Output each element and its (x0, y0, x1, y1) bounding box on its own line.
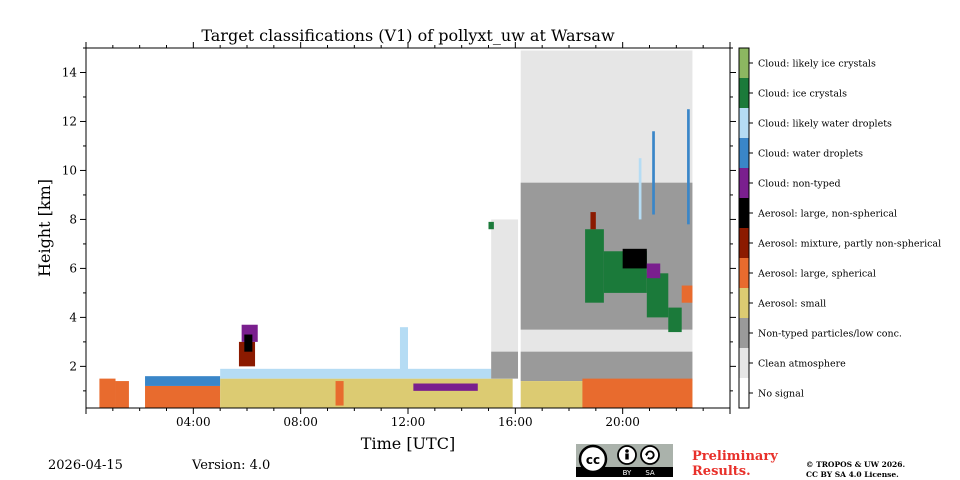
class-region-17 (520, 351, 693, 382)
x-tick-label-5: 20:00 (605, 415, 640, 429)
x-tick-label-1: 04:00 (176, 415, 211, 429)
y-tick-label-6: 12 (62, 114, 77, 128)
copyright-note: © TROPOS & UW 2026. CC BY SA 4.0 License… (806, 460, 905, 480)
class-region-3 (145, 385, 221, 408)
colorbar-label-2: Cloud: ice crystals (758, 89, 847, 100)
cc-by-label: BY (623, 469, 632, 477)
y-tick-label-1: 2 (69, 359, 77, 373)
class-region-15 (488, 221, 494, 230)
class-region-26 (590, 212, 596, 230)
class-region-28 (681, 285, 693, 303)
class-region-2 (115, 381, 129, 408)
colorbar-label-6: Aerosol: large, non-spherical (757, 209, 897, 220)
copyright-line-2: CC BY SA 4.0 License. (806, 470, 899, 479)
sa-icon (640, 445, 660, 465)
class-region-7 (335, 381, 344, 406)
colorbar-label-1: Cloud: likely ice crystals (758, 59, 876, 70)
copyright-line-1: © TROPOS & UW 2026. (806, 460, 906, 469)
colorbar-swatch-9 (739, 288, 749, 318)
colorbar-label-4: Cloud: water droplets (758, 149, 863, 160)
y-tick-label-3: 6 (69, 261, 77, 275)
cc-license-badge: cc BY SA (576, 444, 673, 477)
colorbar-swatch-5 (739, 168, 749, 198)
colorbar-legend: Cloud: likely ice crystals Cloud: ice cry… (738, 47, 941, 409)
colorbar-label-5: Cloud: non-typed (758, 179, 841, 190)
class-region-23 (646, 273, 669, 318)
colorbar-swatch-12 (739, 378, 749, 408)
preliminary-line-1: Preliminary (692, 449, 778, 464)
preliminary-results-note: Preliminary Results. (692, 449, 778, 479)
version-label: Version: 4.0 (192, 458, 271, 473)
class-region-25 (622, 248, 647, 269)
class-region-6 (220, 368, 513, 379)
x-tick-label-2: 08:00 (283, 415, 318, 429)
y-tick-label-4: 8 (69, 212, 77, 226)
x-tick-label-4: 16:00 (498, 415, 533, 429)
colorbar-swatch-6 (739, 198, 749, 228)
class-region-24 (668, 307, 682, 333)
class-region-20 (582, 378, 693, 408)
colorbar-label-7: Aerosol: mixture, partly non-spherical (757, 239, 941, 250)
colorbar-swatch-2 (739, 78, 749, 108)
chart-title: Target classifications (V1) of pollyxt_u… (201, 26, 615, 45)
class-region-4 (145, 376, 221, 386)
class-region-21 (585, 229, 604, 303)
colorbar-label-3: Cloud: likely water droplets (758, 119, 892, 130)
class-region-14 (491, 351, 519, 379)
y-axis-label: Height [km] (35, 179, 54, 277)
svg-text:cc: cc (586, 453, 600, 467)
plot-area (85, 47, 731, 409)
class-region-27 (646, 263, 661, 279)
class-region-11 (244, 334, 253, 352)
colorbar-swatch-7 (739, 228, 749, 258)
class-region-29 (687, 109, 690, 225)
y-tick-label-5: 10 (62, 163, 77, 177)
class-region-1 (99, 378, 116, 408)
preliminary-line-2: Results. (692, 464, 751, 479)
class-region-8 (413, 383, 478, 391)
cc-sa-label: SA (645, 469, 655, 477)
class-region-30 (652, 131, 655, 215)
colorbar-swatch-3 (739, 108, 749, 138)
colorbar-swatch-11 (739, 348, 749, 378)
colorbar-swatch-4 (739, 138, 749, 168)
x-axis: 04:00 08:00 12:00 16:00 20:00 (85, 42, 731, 429)
class-region-31 (638, 158, 642, 220)
x-axis-label: Time [UTC] (361, 434, 455, 453)
colorbar-swatch-1 (739, 48, 749, 78)
colorbar-label-9: Aerosol: small (757, 299, 826, 310)
x-tick-label-3: 12:00 (391, 415, 426, 429)
colorbar-label-10: Non-typed particles/low conc. (758, 329, 902, 340)
y-axis: 2 4 6 8 10 12 14 (62, 47, 736, 392)
colorbar-swatch-8 (739, 258, 749, 288)
y-tick-label-7: 14 (62, 65, 78, 79)
colorbar-label-8: Aerosol: large, spherical (757, 269, 876, 280)
class-region-5 (220, 378, 513, 408)
colorbar-label-12: No signal (758, 389, 804, 400)
y-tick-label-2: 4 (69, 310, 77, 324)
colorbar-frame (738, 47, 750, 409)
colorbar-swatch-10 (739, 318, 749, 348)
date-label: 2026-04-15 (48, 458, 123, 473)
colorbar-label-11: Clean atmosphere (758, 359, 846, 370)
class-region-12 (399, 327, 408, 374)
